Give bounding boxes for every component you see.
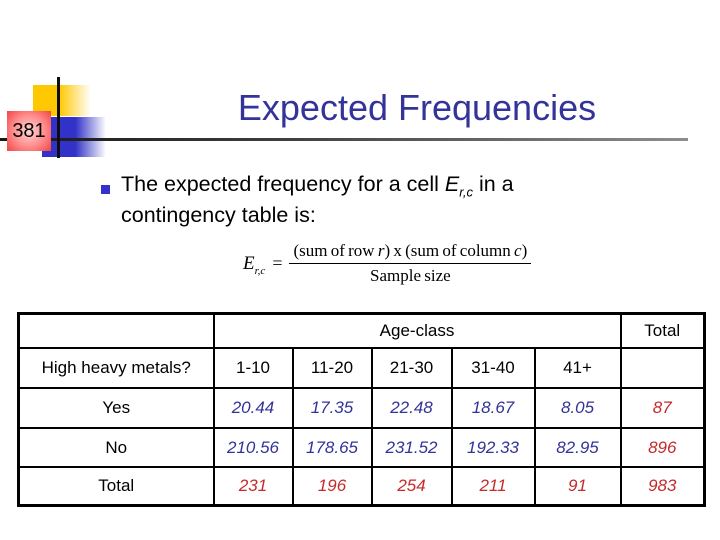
table-column-header-row: High heavy metals? 1-10 11-20 21-30 31-4…: [17, 347, 706, 389]
age-bin-header: 41+: [533, 347, 622, 389]
column-total-cell: 254: [370, 466, 453, 507]
expected-value-cell: 192.33: [450, 427, 536, 468]
expected-value-cell: 22.48: [370, 387, 453, 429]
slide-title: Expected Frequencies: [237, 87, 597, 128]
numerator-text-2: ) x (sum of column: [384, 241, 515, 260]
column-total-cell: 91: [533, 466, 622, 507]
column-total-cell: 196: [291, 466, 373, 507]
row-label: No: [17, 427, 215, 468]
numerator-var-c: c: [514, 241, 522, 260]
bullet-line1-suffix: in a: [472, 172, 514, 196]
row-label: Total: [17, 466, 215, 507]
column-total-cell: 211: [450, 466, 536, 507]
row-total-cell: 87: [619, 387, 706, 429]
expected-value-cell: 178.65: [291, 427, 373, 468]
page-number-badge: 381: [7, 111, 51, 151]
equals-sign: =: [272, 253, 283, 273]
expected-value-cell: 17.35: [291, 387, 373, 429]
formula-numerator: (sum of row r) x (sum of column c): [289, 241, 532, 264]
table-row-total: Total 231 196 254 211 91 983: [17, 466, 706, 507]
age-bin-header: 21-30: [370, 347, 453, 389]
row-total-cell: 896: [619, 427, 706, 468]
expected-value-cell: 18.67: [450, 387, 536, 429]
empty-corner-cell: [17, 312, 215, 349]
formula-lhs-base: E: [243, 252, 255, 274]
blue-square-decoration: [42, 117, 106, 157]
age-class-group-header: Age-class: [212, 312, 622, 349]
bullet-line2: contingency table is:: [121, 203, 316, 227]
age-bin-header: 11-20: [291, 347, 373, 389]
expected-value-cell: 82.95: [533, 427, 622, 468]
bullet-icon: [101, 185, 110, 194]
formula-lhs: Er,c: [243, 252, 266, 277]
page-number: 381: [12, 119, 46, 142]
numerator-text-1: (sum of row: [293, 241, 378, 260]
table-row-yes: Yes 20.44 17.35 22.48 18.67 8.05 87: [17, 387, 706, 429]
column-total-cell: 231: [212, 466, 294, 507]
vertical-line-decoration: [57, 77, 60, 158]
numerator-text-3: ): [521, 241, 528, 260]
expected-value-cell: 210.56: [212, 427, 294, 468]
row-label: Yes: [17, 387, 215, 429]
table-row-no: No 210.56 178.65 231.52 192.33 82.95 896: [17, 427, 706, 468]
yellow-square-decoration: [33, 85, 91, 116]
age-bin-header: 31-40: [450, 347, 536, 389]
formula-denominator: Sample size: [370, 266, 451, 285]
expected-value-cell: 8.05: [533, 387, 622, 429]
expected-value-cell: 20.44: [212, 387, 294, 429]
table-group-header-row: Age-class Total: [17, 312, 706, 349]
grand-total-cell: 983: [619, 466, 706, 507]
formula-lhs-subscript: r,c: [254, 264, 266, 277]
expected-value-cell: 231.52: [370, 427, 453, 468]
title-underline: [0, 138, 688, 141]
age-bin-header: 1-10: [212, 347, 294, 389]
numerator-var-r: r: [377, 241, 385, 260]
bullet-line1-prefix: The expected frequency for a cell: [121, 172, 445, 196]
empty-total-header-cell: [619, 347, 706, 389]
expected-frequency-formula: Er,c = (sum of row r) x (sum of column c…: [243, 241, 532, 286]
row-variable-label: High heavy metals?: [17, 347, 215, 389]
cell-symbol: E: [444, 172, 460, 196]
expected-frequency-table: Age-class Total High heavy metals? 1-10 …: [17, 312, 706, 507]
cell-symbol-subscript: r,c: [459, 184, 473, 200]
formula-fraction: (sum of row r) x (sum of column c) Sampl…: [289, 241, 532, 286]
bullet-text: The expected frequency for a cell Er,c i…: [121, 169, 681, 231]
total-column-header: Total: [619, 312, 706, 349]
